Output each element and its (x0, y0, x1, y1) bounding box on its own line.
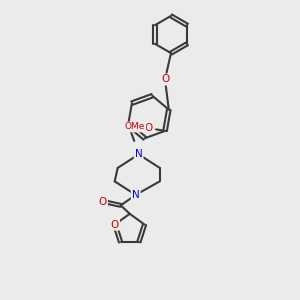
Text: O: O (111, 220, 119, 230)
Text: O: O (144, 123, 153, 133)
Text: N: N (135, 149, 142, 159)
Text: OMe: OMe (125, 122, 145, 131)
Text: N: N (132, 190, 140, 200)
Text: O: O (161, 74, 169, 85)
Text: O: O (99, 197, 107, 207)
